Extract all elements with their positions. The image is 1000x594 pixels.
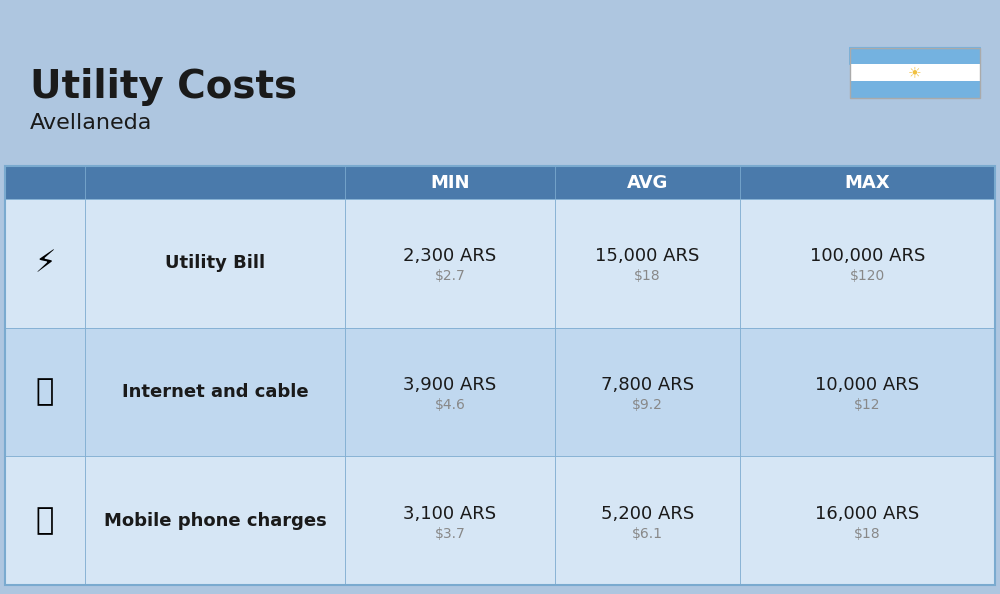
Text: 📱: 📱 (36, 506, 54, 535)
Text: 15,000 ARS: 15,000 ARS (595, 247, 700, 265)
Bar (555, 328, 740, 456)
Text: ⚡: ⚡ (34, 249, 56, 278)
Bar (850, 81, 980, 98)
Bar (740, 328, 995, 456)
Bar (5, 456, 85, 585)
Text: 16,000 ARS: 16,000 ARS (815, 505, 920, 523)
Text: $3.7: $3.7 (435, 527, 465, 541)
Bar (5, 199, 85, 328)
Bar (345, 456, 555, 585)
FancyBboxPatch shape (849, 47, 981, 65)
Bar (85, 328, 345, 456)
Text: MIN: MIN (430, 173, 470, 192)
Text: 5,200 ARS: 5,200 ARS (601, 505, 694, 523)
Text: Utility Costs: Utility Costs (30, 68, 297, 106)
Text: 10,000 ARS: 10,000 ARS (815, 376, 920, 394)
Text: $9.2: $9.2 (632, 398, 663, 412)
Text: Internet and cable: Internet and cable (122, 383, 308, 401)
Text: 📡: 📡 (36, 378, 54, 406)
Bar (85, 456, 345, 585)
Bar (5, 328, 85, 456)
Text: Mobile phone charges: Mobile phone charges (104, 512, 326, 530)
Text: 7,800 ARS: 7,800 ARS (601, 376, 694, 394)
Bar (850, 48, 980, 98)
Text: $2.7: $2.7 (435, 270, 465, 283)
Text: $4.6: $4.6 (435, 398, 465, 412)
Text: Avellaneda: Avellaneda (30, 113, 152, 133)
Bar (345, 328, 555, 456)
Text: Utility Bill: Utility Bill (165, 254, 265, 272)
Text: ☀: ☀ (908, 65, 922, 80)
Text: MAX: MAX (845, 173, 890, 192)
Bar (345, 166, 555, 199)
Bar (740, 166, 995, 199)
Bar (5, 166, 995, 585)
Bar (850, 64, 980, 81)
Bar (740, 199, 995, 328)
Bar (555, 456, 740, 585)
Text: 3,100 ARS: 3,100 ARS (403, 505, 497, 523)
Bar (740, 456, 995, 585)
Text: AVG: AVG (627, 173, 668, 192)
Bar (345, 199, 555, 328)
Text: 2,300 ARS: 2,300 ARS (403, 247, 497, 265)
Bar (555, 199, 740, 328)
Text: $18: $18 (854, 527, 881, 541)
Bar (5, 166, 85, 199)
Bar (85, 166, 345, 199)
Text: $18: $18 (634, 270, 661, 283)
Text: $12: $12 (854, 398, 881, 412)
Bar (85, 199, 345, 328)
Text: $120: $120 (850, 270, 885, 283)
Text: $6.1: $6.1 (632, 527, 663, 541)
Text: 3,900 ARS: 3,900 ARS (403, 376, 497, 394)
Text: 100,000 ARS: 100,000 ARS (810, 247, 925, 265)
Bar (555, 166, 740, 199)
